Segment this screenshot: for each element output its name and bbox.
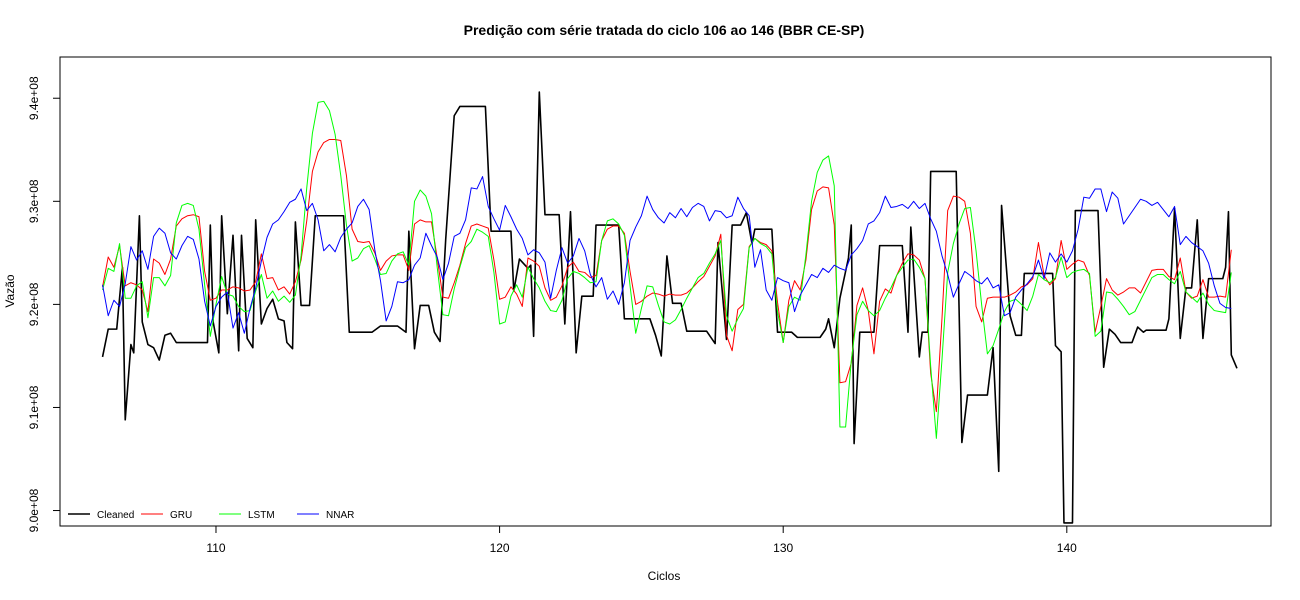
series-line-cleaned — [101, 91, 1238, 524]
legend-item-gru: GRU — [141, 510, 192, 521]
legend: Cleaned GRU LSTM NNAR — [68, 510, 354, 521]
series-line-nnar — [102, 176, 1232, 334]
y-tick-label: 9.1e+08 — [27, 385, 41, 429]
series-line-lstm — [102, 100, 1232, 439]
x-tick-label: 110 — [206, 541, 225, 555]
legend-label: GRU — [170, 510, 192, 521]
chart-title: Predição com série tratada do ciclo 106 … — [464, 22, 865, 38]
legend-item-lstm: LSTM — [219, 510, 275, 521]
series-line-gru — [102, 138, 1232, 413]
x-tick-label: 120 — [490, 541, 510, 555]
legend-label: LSTM — [248, 510, 275, 521]
y-tick-label: 9.4e+08 — [27, 76, 41, 120]
legend-label: NNAR — [326, 510, 354, 521]
legend-item-cleaned: Cleaned — [68, 510, 134, 521]
x-axis: 110 120 130 140 — [206, 525, 1077, 555]
legend-label: Cleaned — [97, 510, 134, 521]
y-tick-label: 9.2e+08 — [27, 282, 41, 326]
y-tick-label: 9.0e+08 — [27, 488, 41, 532]
y-axis: 9.0e+08 9.1e+08 9.2e+08 9.3e+08 9.4e+08 — [27, 76, 60, 532]
x-tick-label: 130 — [773, 541, 793, 555]
plot-area — [101, 91, 1238, 524]
x-axis-label: Ciclos — [648, 569, 681, 583]
y-axis-label: Vazão — [3, 274, 17, 307]
legend-item-nnar: NNAR — [297, 510, 354, 521]
y-tick-label: 9.3e+08 — [27, 179, 41, 223]
x-tick-label: 140 — [1057, 541, 1077, 555]
